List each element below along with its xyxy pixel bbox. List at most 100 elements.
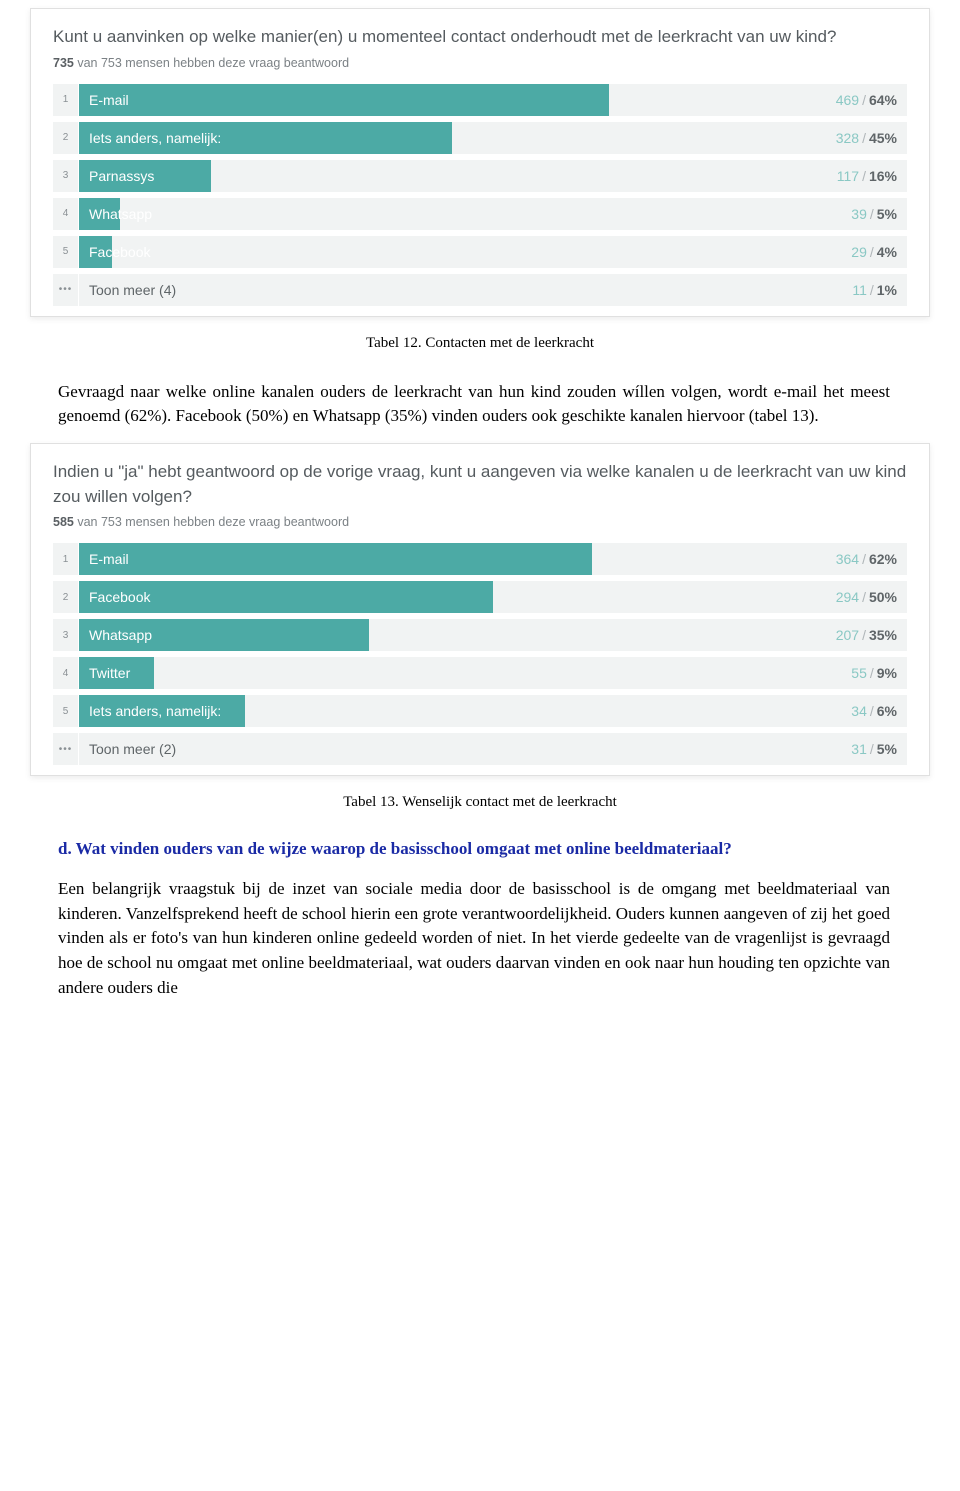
survey-question: Kunt u aanvinken op welke manier(en) u m…	[53, 25, 907, 50]
bar-fill	[79, 84, 609, 116]
bar-label: Toon meer (4)	[89, 282, 176, 298]
separator: /	[862, 627, 866, 643]
bar-count: 364	[836, 551, 859, 567]
bar-count: 294	[836, 589, 859, 605]
bar-row[interactable]: 5 Facebook 29/4%	[53, 236, 907, 268]
bar-track: Toon meer (2) 31/5%	[79, 733, 907, 765]
response-count-value: 735	[53, 56, 74, 70]
separator: /	[862, 168, 866, 184]
response-total-text: van 753 mensen hebben deze vraag beantwo…	[77, 515, 349, 529]
bar-percent: 45%	[869, 130, 897, 146]
bar-row[interactable]: 3 Whatsapp 207/35%	[53, 619, 907, 651]
show-more-row[interactable]: •••Toon meer (4)11/1%	[53, 274, 907, 306]
rank-number: 4	[53, 198, 79, 230]
bar-count: 469	[836, 92, 859, 108]
bar-row[interactable]: 1E-mail469/64%	[53, 84, 907, 116]
bar-value: 29/4%	[851, 244, 897, 260]
bar-count: 34	[851, 703, 867, 719]
bar-label: Twitter	[89, 665, 130, 681]
separator: /	[862, 551, 866, 567]
survey-question: Indien u "ja" hebt geantwoord op de vori…	[53, 460, 907, 509]
section-heading-d: d. Wat vinden ouders van de wijze waarop…	[58, 839, 890, 859]
bar-percent: 62%	[869, 551, 897, 567]
rank-number: 4	[53, 657, 79, 689]
bar-value: 364/62%	[836, 551, 897, 567]
para2-text: Een belangrijk vraagstuk bij de inzet va…	[58, 877, 890, 1000]
response-count-value: 585	[53, 515, 74, 529]
bar-value: 39/5%	[851, 206, 897, 222]
bar-row[interactable]: 2Iets anders, namelijk:328/45%	[53, 122, 907, 154]
bar-label: Parnassys	[89, 168, 154, 184]
rank-number: 1	[53, 84, 79, 116]
bar-percent: 16%	[869, 168, 897, 184]
ellipsis-icon: •••	[53, 733, 79, 765]
bar-track: Iets anders, namelijk:328/45%	[79, 122, 907, 154]
bar-value: 117/16%	[837, 168, 897, 184]
rank-number: 5	[53, 236, 79, 268]
table-caption-13: Tabel 13. Wenselijk contact met de leerk…	[0, 794, 960, 811]
bar-fill	[79, 543, 592, 575]
separator: /	[862, 589, 866, 605]
rank-number: 3	[53, 619, 79, 651]
bar-count: 11	[852, 282, 867, 298]
bar-value: 294/50%	[836, 589, 897, 605]
body-paragraph-1: Gevraagd naar welke online kanalen ouder…	[58, 380, 890, 429]
separator: /	[870, 206, 874, 222]
bar-count: 328	[836, 130, 859, 146]
bar-count: 29	[851, 244, 867, 260]
separator: /	[870, 665, 874, 681]
bar-row[interactable]: 3 Parnassys 117/16%	[53, 160, 907, 192]
table-caption-12: Tabel 12. Contacten met de leerkracht	[0, 335, 960, 352]
separator: /	[870, 244, 874, 260]
rank-number: 2	[53, 122, 79, 154]
bar-label: E-mail	[89, 92, 129, 108]
survey-response-count: 585 van 753 mensen hebben deze vraag bea…	[53, 515, 907, 529]
bar-label: Facebook	[89, 244, 150, 260]
bar-row[interactable]: 2Facebook294/50%	[53, 581, 907, 613]
bar-count: 39	[851, 206, 867, 222]
bar-label: Facebook	[89, 589, 150, 605]
bar-track: Twitter 55/9%	[79, 657, 907, 689]
response-total-text: van 753 mensen hebben deze vraag beantwo…	[77, 56, 349, 70]
rank-number: 1	[53, 543, 79, 575]
bar-percent: 5%	[877, 741, 897, 757]
body-paragraph-2: Een belangrijk vraagstuk bij de inzet va…	[58, 877, 890, 1000]
bar-row[interactable]: 4 Whatsapp 39/5%	[53, 198, 907, 230]
bar-list: 1 E-mail 469 / 64% 2Iets anders, namelijk:328…	[53, 84, 907, 306]
bar-count: 55	[851, 665, 867, 681]
bar-value: 328/45%	[836, 130, 897, 146]
bar-value: 207/35%	[836, 627, 897, 643]
bar-track: E-mail 364/62%	[79, 543, 907, 575]
bar-label: Whatsapp	[89, 206, 152, 222]
bar-percent: 64%	[869, 92, 897, 108]
bar-track: Toon meer (4)11/1%	[79, 274, 907, 306]
survey-card-1: Kunt u aanvinken op welke manier(en) u m…	[30, 8, 930, 317]
bar-count: 117	[837, 168, 859, 184]
bar-percent: 4%	[877, 244, 897, 260]
bar-percent: 35%	[869, 627, 897, 643]
bar-row[interactable]: 1 E-mail 364/62%	[53, 543, 907, 575]
bar-percent: 6%	[877, 703, 897, 719]
para1-text: Gevraagd naar welke online kanalen ouder…	[58, 380, 890, 429]
bar-label: Whatsapp	[89, 627, 152, 643]
separator: /	[870, 741, 874, 757]
bar-track: E-mail469/64%	[79, 84, 907, 116]
rank-number: 3	[53, 160, 79, 192]
bar-count: 207	[836, 627, 859, 643]
bar-row[interactable]: 4 Twitter 55/9%	[53, 657, 907, 689]
bar-count: 31	[851, 741, 867, 757]
bar-percent: 50%	[869, 589, 897, 605]
separator: /	[870, 703, 874, 719]
bar-list: 1E-mail364/62%2Facebook294/50%3Whatsapp2…	[53, 543, 907, 765]
bar-value: 55/9%	[851, 665, 897, 681]
bar-row[interactable]: 5Iets anders, namelijk:34/6%	[53, 695, 907, 727]
ellipsis-icon: •••	[53, 274, 79, 306]
bar-label: Toon meer (2)	[89, 741, 176, 757]
bar-track: Whatsapp 39/5%	[79, 198, 907, 230]
bar-percent: 9%	[877, 665, 897, 681]
separator: /	[862, 130, 866, 146]
bar-label: E-mail	[89, 551, 129, 567]
survey-response-count: 735 van 753 mensen hebben deze vraag bea…	[53, 56, 907, 70]
show-more-row[interactable]: ••• Toon meer (2) 31/5%	[53, 733, 907, 765]
survey-card-2: Indien u "ja" hebt geantwoord op de vori…	[30, 443, 930, 776]
